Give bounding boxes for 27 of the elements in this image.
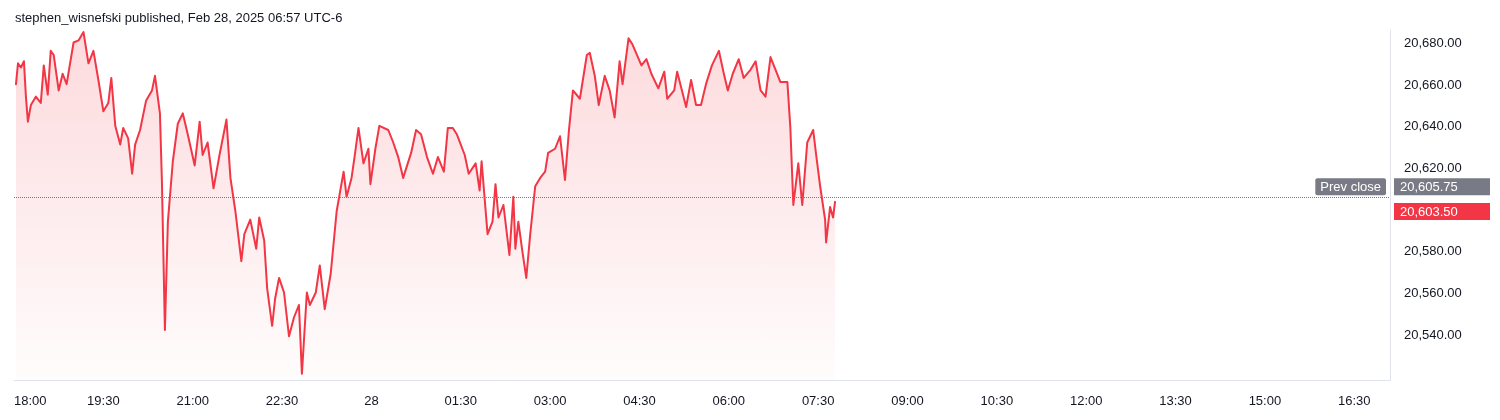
x-tick-label: 13:30 bbox=[1159, 393, 1192, 408]
y-tick-label: 20,560.00 bbox=[1404, 285, 1462, 300]
text: 20,605.75 bbox=[1400, 179, 1458, 195]
y-tick-label: 20,660.00 bbox=[1404, 76, 1462, 92]
x-tick-label: 19:30 bbox=[87, 393, 120, 408]
x-tick-label: 18:00 bbox=[14, 393, 47, 408]
x-tick-label: 09:00 bbox=[891, 393, 924, 408]
x-tick-label: 04:30 bbox=[623, 393, 656, 408]
text: 20,603.50 bbox=[1400, 203, 1458, 219]
x-tick-label: 01:30 bbox=[444, 393, 478, 408]
chart-title: stephen_wisnefski published, Feb 28, 2025 06:57 UTC-6 bbox=[15, 10, 343, 25]
x-tick-label: 22:30 bbox=[265, 393, 299, 408]
x-tick-label: 16:30 bbox=[1337, 393, 1371, 408]
x-tick-label: 03:00 bbox=[533, 393, 567, 408]
x-tick-label: 12:00 bbox=[1069, 393, 1103, 408]
y-tick-label: 20,680.00 bbox=[1404, 35, 1462, 50]
ref-line-label: Prev close bbox=[1320, 179, 1381, 195]
x-tick-label: 28 bbox=[364, 393, 379, 408]
y-tick-label: 20,640.00 bbox=[1404, 118, 1462, 134]
x-tick-label: 21:00 bbox=[176, 393, 209, 408]
x-tick-label: 10:30 bbox=[980, 393, 1014, 408]
y-tick-label: 20,620.00 bbox=[1404, 160, 1462, 175]
x-tick-label: 06:00 bbox=[712, 393, 746, 408]
x-tick-label: 07:30 bbox=[801, 393, 835, 408]
y-tick-label: 20,540.00 bbox=[1404, 326, 1462, 342]
y-tick-label: 20,580.00 bbox=[1404, 243, 1462, 259]
x-tick-label: 15:00 bbox=[1248, 393, 1282, 408]
